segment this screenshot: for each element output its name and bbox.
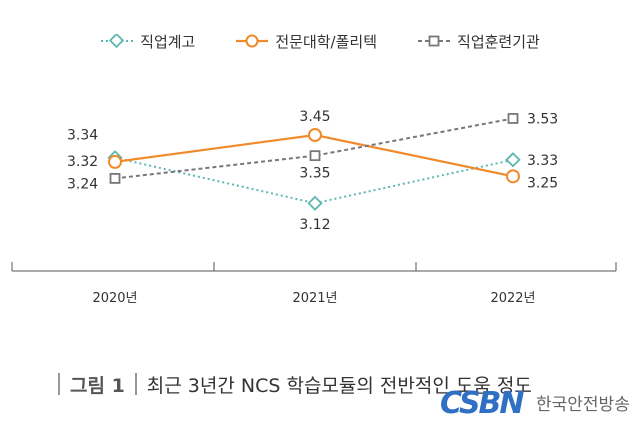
data-label: 3.53 [527, 111, 558, 127]
logo-text: CSBN [440, 386, 524, 418]
legend-label: 직업훈련기관 [457, 32, 540, 51]
data-label: 3.34 [67, 128, 98, 144]
line-chart: 2020년 2021년 2022년 3.34 3.32 3.24 3.45 3.35 3.12 3… [11, 109, 617, 306]
x-tick-label: 2022년 [490, 291, 535, 306]
data-label: 3.35 [299, 166, 330, 182]
data-label: 3.32 [67, 154, 98, 170]
caption-divider [134, 373, 137, 395]
legend-item-series-1: 직업계고 [100, 31, 195, 52]
data-label: 3.45 [299, 109, 330, 125]
data-label: 3.25 [527, 175, 558, 191]
x-tick-label: 2021년 [292, 291, 337, 306]
legend-marker-circle-icon [236, 34, 269, 48]
watermark-text: 한국안전방송 [536, 394, 630, 415]
figure-title: 최근 3년간 NCS 학습모듈의 전반적인 도움 정도 [146, 374, 532, 397]
data-point-circle [108, 154, 122, 169]
data-point-diamond [505, 152, 521, 168]
caption-divider [58, 373, 60, 395]
legend-marker-diamond-icon [101, 34, 134, 48]
data-label: 3.24 [67, 176, 98, 192]
data-point-circle [506, 169, 520, 184]
legend-label: 전문대학/폴리텍 [275, 32, 378, 51]
data-point-square [309, 150, 321, 162]
figure-caption: 그림 1 최근 3년간 NCS 학습모듈의 전반적인 도움 정도 [58, 366, 532, 402]
figure-label: 그림 1 [70, 374, 125, 397]
x-tick-label: 2020년 [92, 291, 137, 306]
broadcaster-logo-icon: CSBN [440, 386, 526, 418]
data-point-circle [308, 128, 322, 142]
chart-legend: 직업계고 전문대학/폴리텍 직업훈련기관 [0, 28, 640, 54]
data-point-square [109, 172, 121, 184]
watermark: CSBN 한국안전방송 [440, 386, 630, 418]
legend-item-series-2: 전문대학/폴리텍 [235, 31, 377, 52]
data-point-diamond [307, 195, 323, 211]
data-point-square [507, 113, 519, 124]
legend-item-series-3: 직업훈련기관 [417, 31, 540, 52]
legend-label: 직업계고 [140, 32, 196, 51]
data-label: 3.33 [527, 153, 558, 169]
legend-marker-square-icon [418, 35, 451, 47]
data-label: 3.12 [299, 217, 330, 233]
